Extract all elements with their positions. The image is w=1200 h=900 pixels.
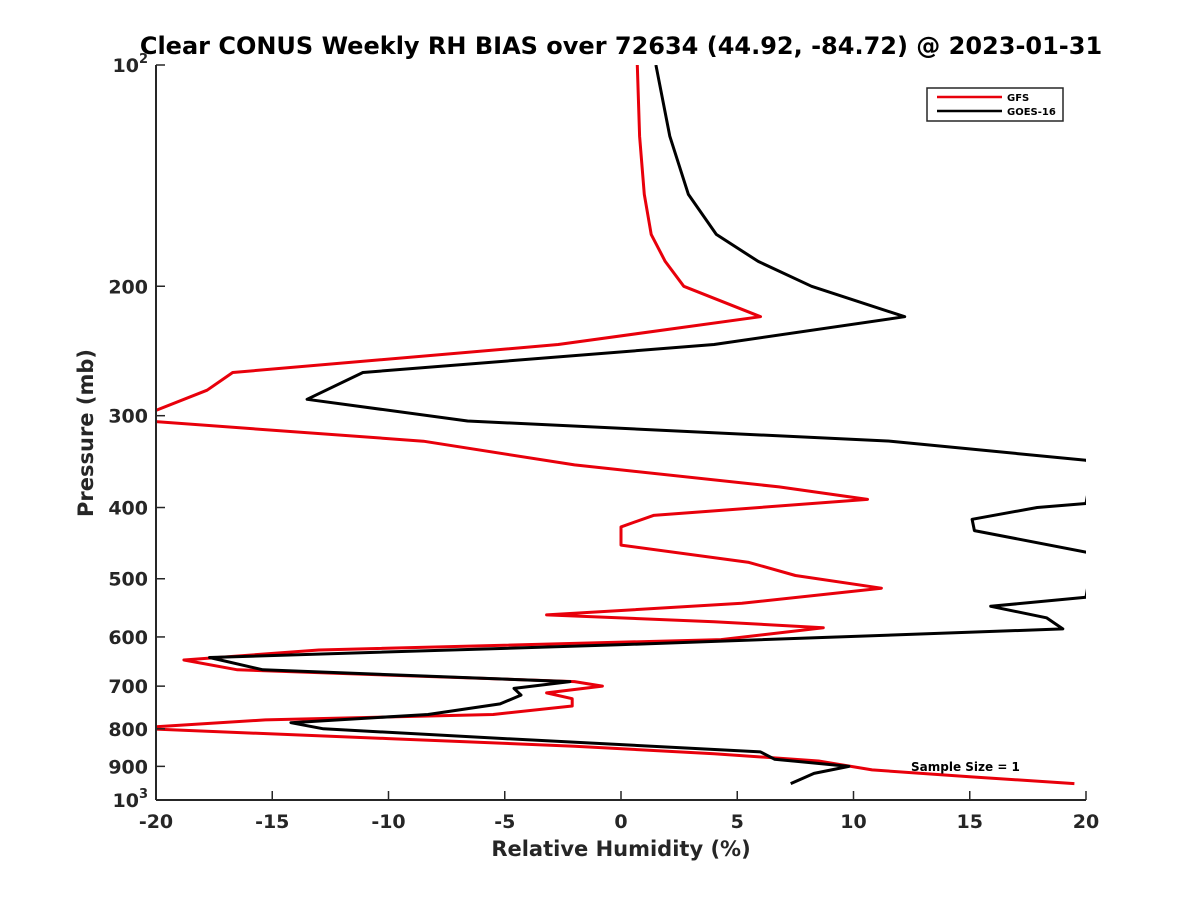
legend-box [926,87,1064,122]
x-axis-ticks: -20 -15 -10 -5 0 5 10 15 20 [139,791,1099,833]
chart-title: Clear CONUS Weekly RH BIAS over 72634 (4… [140,32,1102,60]
legend: GFS GOES-16 [926,87,1064,122]
y-tick-label: 500 [108,569,148,591]
x-axis-label: Relative Humidity (%) [491,837,750,861]
y-tick-label: 400 [108,498,148,520]
y-tick-label: 102 [113,52,149,77]
sample-size-annotation: Sample Size = 1 [911,760,1020,774]
y-tick-label: 300 [108,406,148,428]
y-tick-label: 800 [108,719,148,741]
series-layer [156,65,1086,786]
x-tick-label: -15 [255,811,289,833]
legend-label-goes16: GOES-16 [1007,107,1056,118]
x-tick-label: 5 [731,811,744,833]
x-tick-label: 20 [1073,811,1099,833]
y-tick-label: 200 [108,276,148,298]
x-tick-label: -5 [494,811,515,833]
x-tick-label: -20 [139,811,173,833]
y-tick-label: 700 [108,676,148,698]
y-tick-label: 103 [113,787,149,812]
x-tick-label: 10 [840,811,866,833]
y-axis-ticks: 102 200 300 400 500 600 700 800 900 103 [108,52,165,812]
y-axis-label: Pressure (mb) [74,349,98,517]
x-tick-label: -10 [371,811,405,833]
y-tick-label: 600 [108,627,148,649]
series-line-gfs [156,65,1075,786]
x-tick-label: 15 [957,811,983,833]
x-tick-label: 0 [614,811,627,833]
legend-label-gfs: GFS [1007,93,1029,104]
series-line-goes16 [208,65,1086,785]
y-tick-label: 900 [108,756,148,778]
